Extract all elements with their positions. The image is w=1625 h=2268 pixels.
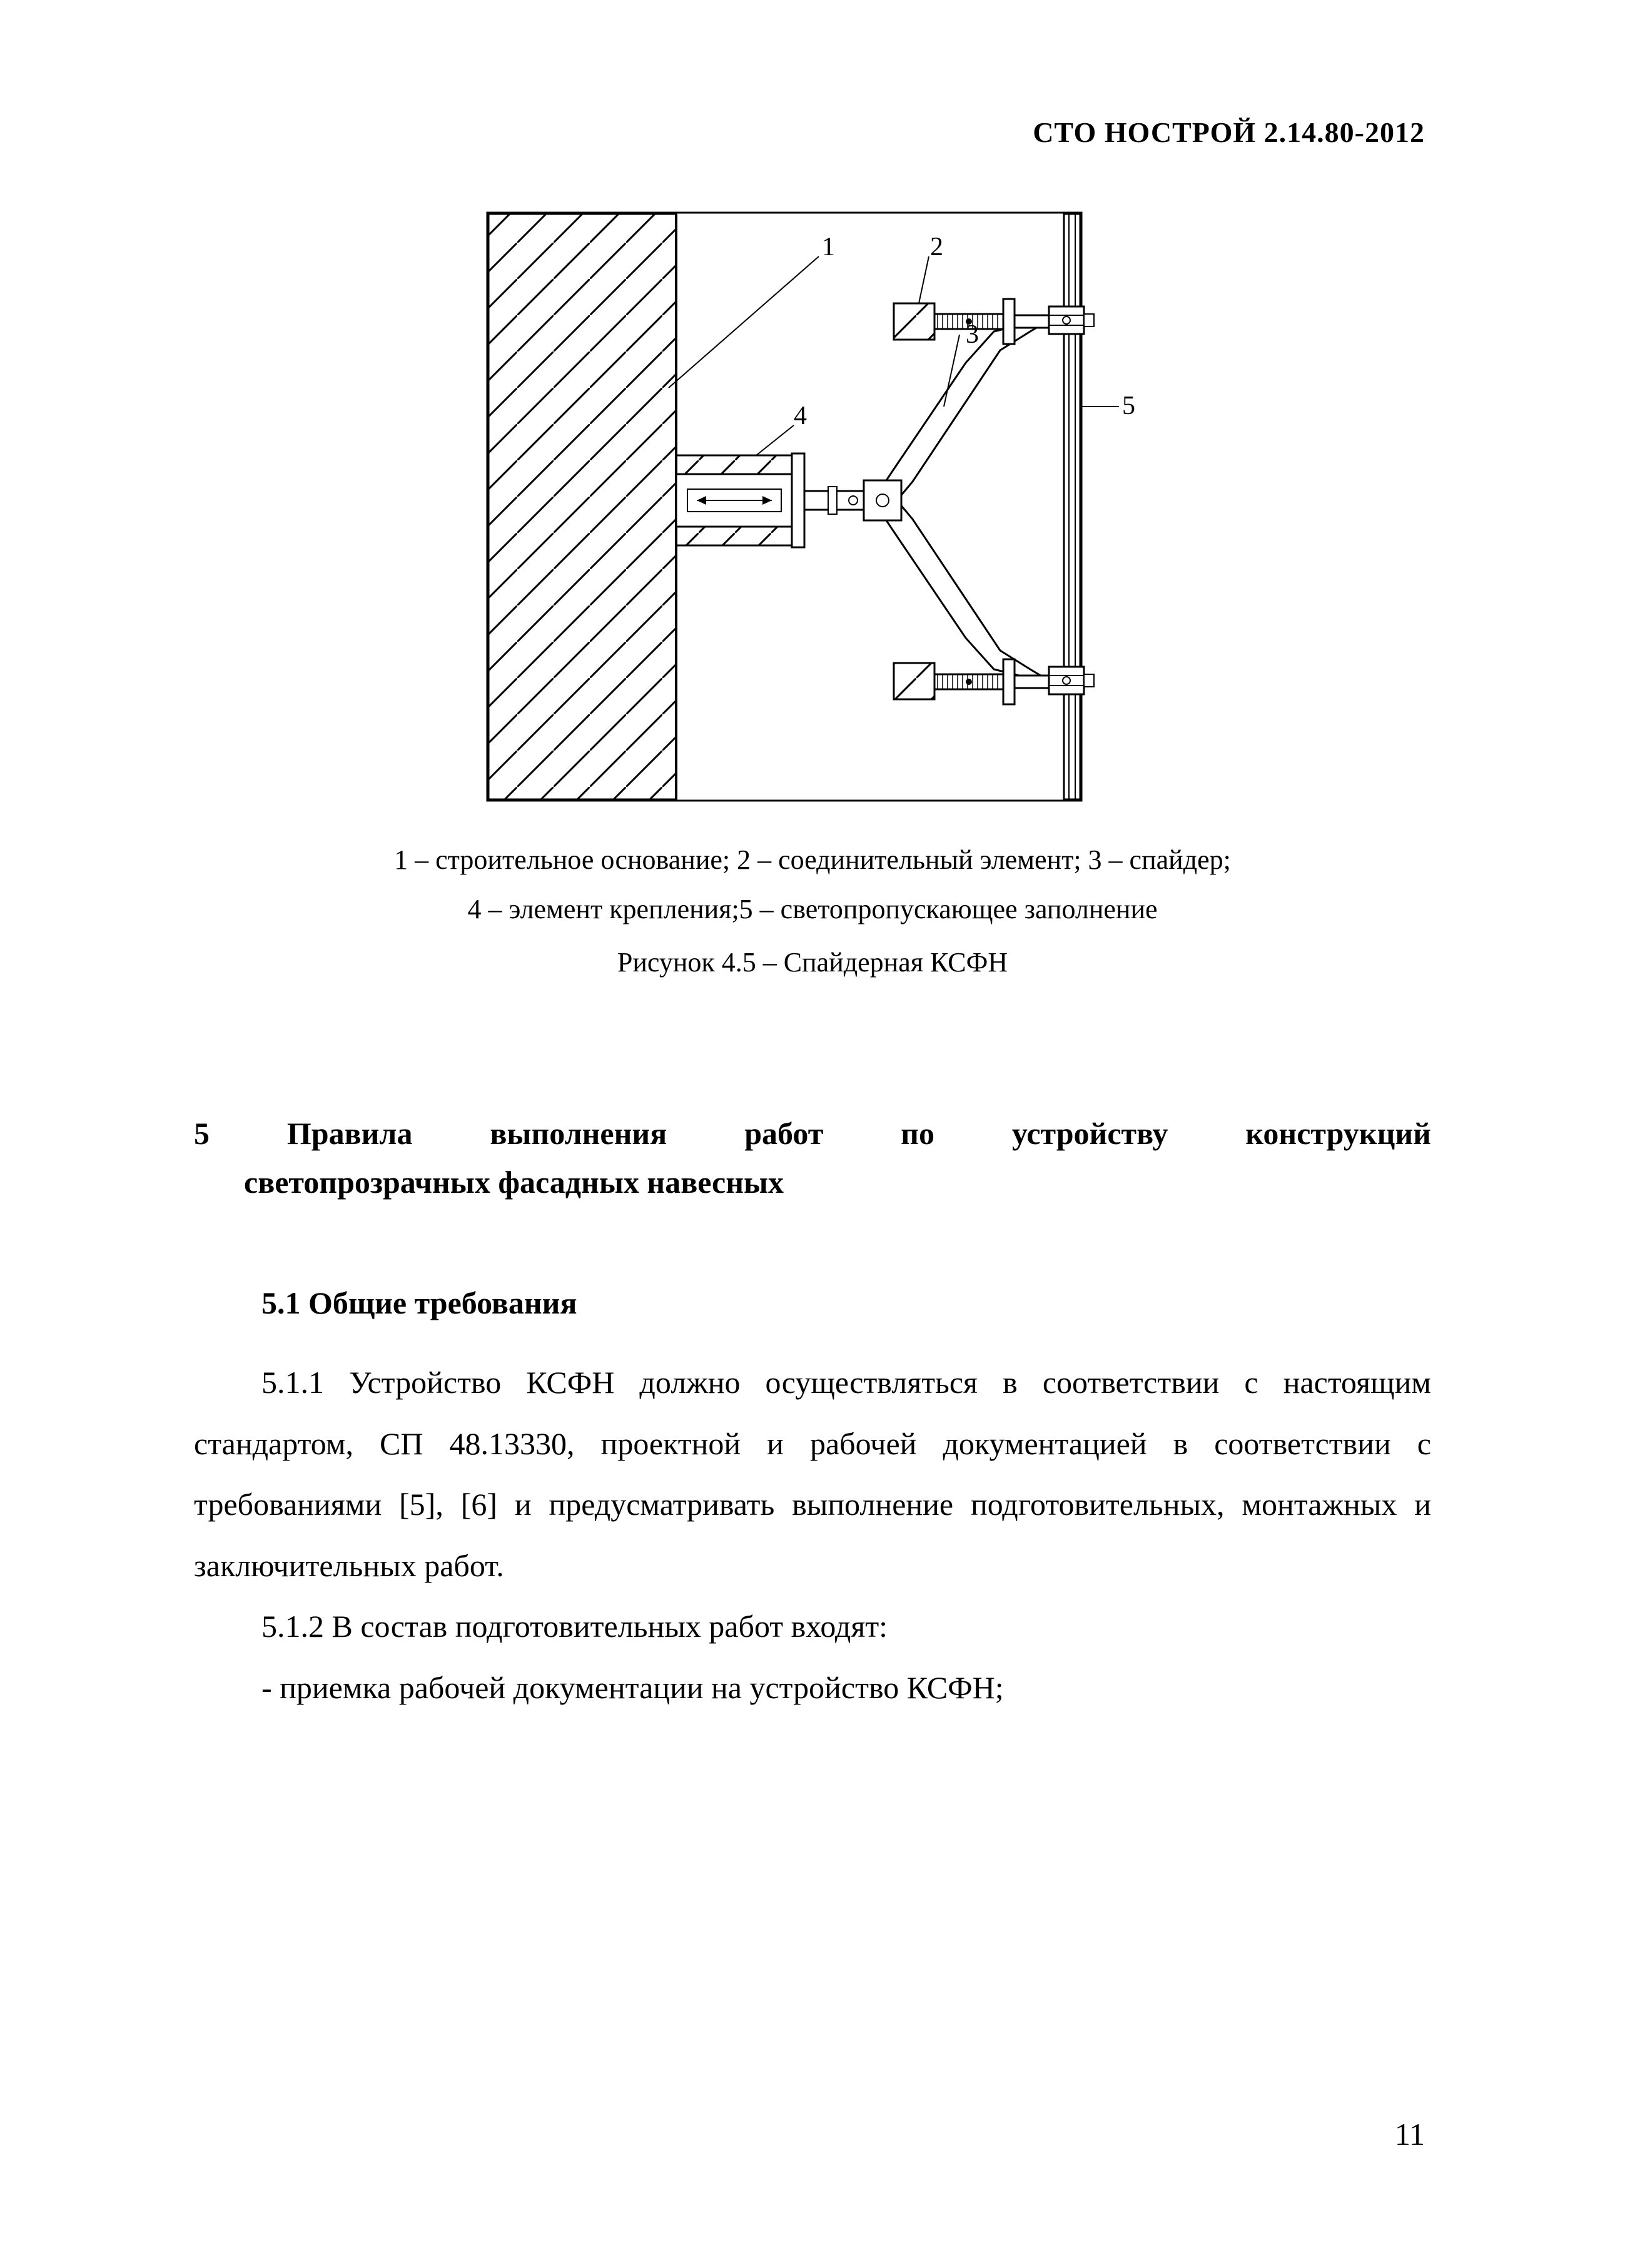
figure-container: 1 2 3 4 5 1 – строительное основание; 2 … (194, 206, 1431, 978)
doc-header-code: СТО НОСТРОЙ 2.14.80-2012 (1033, 116, 1425, 149)
spider (864, 320, 1049, 681)
spider-ksfn-diagram: 1 2 3 4 5 (481, 206, 1144, 807)
subsection-5-1-heading: 5.1 Общие требования (194, 1285, 1431, 1321)
rotule-upper (1049, 306, 1094, 334)
para-5-1-2-item1: - приемка рабочей документации на устрой… (194, 1658, 1431, 1719)
section-5-heading: 5 Правила выполнения работ по устройству… (194, 1110, 1431, 1207)
section-5-heading-line1: 5 Правила выполнения работ по устройству… (194, 1110, 1431, 1158)
section-5-heading-line2: светопрозрачных фасадных навесных (194, 1158, 1431, 1207)
mount-bracket (676, 453, 864, 547)
figure-legend: 1 – строительное основание; 2 – соединит… (194, 835, 1431, 934)
legend-line-1: 1 – строительное основание; 2 – соединит… (194, 835, 1431, 884)
callouts (669, 256, 1119, 455)
label-3: 3 (966, 320, 979, 349)
legend-line-2: 4 – элемент крепления;5 – светопропускаю… (194, 884, 1431, 934)
label-5: 5 (1122, 392, 1135, 420)
figure-caption: Рисунок 4.5 – Спайдерная КСФН (194, 946, 1431, 978)
glass-panel (1060, 214, 1084, 799)
page-number: 11 (1395, 2116, 1425, 2152)
label-2: 2 (930, 233, 943, 261)
rotule-lower (1049, 667, 1094, 694)
para-5-1-1: 5.1.1 Устройство КСФН должно осуществлят… (194, 1352, 1431, 1596)
label-1: 1 (822, 233, 835, 261)
para-5-1-2: 5.1.2 В состав подготовительных работ вх… (194, 1596, 1431, 1658)
label-4: 4 (794, 402, 807, 430)
